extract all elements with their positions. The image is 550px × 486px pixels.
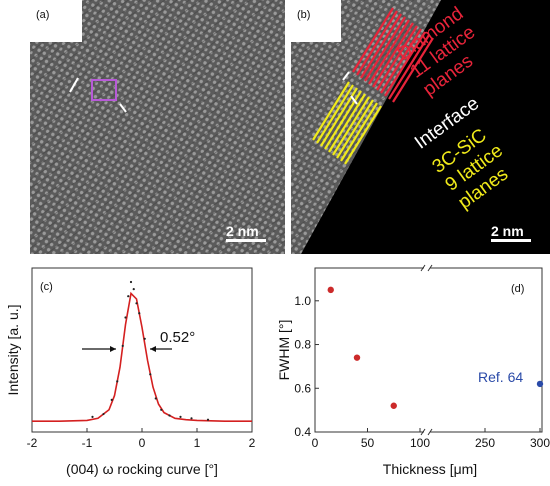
data-point [206, 418, 210, 421]
axis-break-mark [427, 428, 433, 436]
data-point [143, 337, 146, 340]
x-tick-label: 250 [475, 436, 495, 450]
data-point [353, 354, 361, 361]
x-tick-label: 0 [139, 436, 146, 450]
fwhm-arrowhead-right [150, 346, 156, 352]
x-tick-label: 1 [194, 436, 201, 450]
data-point [135, 302, 138, 305]
fwhm-scatter-chart: (d) 0.4 0.6 0.8 1.0 0 50 100 250 300 Ref. 64 FWH… [276, 264, 550, 477]
x-tick-label: 50 [361, 436, 375, 450]
x-tick-label: 0 [312, 436, 319, 450]
data-point [190, 417, 193, 420]
rocking-curve-chart: (c) -2 -1 0 1 2 0.52° Intensity [a. u.] (004… [5, 267, 256, 477]
data-point [124, 316, 127, 319]
axis-break-mark [420, 264, 426, 272]
y-tick-label: 1.0 [294, 294, 311, 308]
x-tick-label: 100 [410, 436, 430, 450]
interface-bracket-right [350, 95, 358, 105]
scale-bar [491, 239, 531, 242]
x-tick-label: -1 [82, 436, 93, 450]
data-point [536, 380, 544, 388]
data-point [179, 415, 182, 418]
data-point [102, 412, 105, 416]
axis-break-gap-bottom [424, 428, 430, 436]
y-tick-label: 0.6 [294, 381, 311, 395]
data-point [160, 408, 163, 411]
interface-bracket-right [119, 103, 127, 113]
data-point [110, 398, 113, 401]
scale-bar-label: 2 nm [226, 223, 259, 239]
x-axis-label: Thickness [μm] [383, 461, 477, 477]
data-point [149, 373, 152, 376]
panel-a-label: (a) [36, 9, 49, 21]
roi-box [91, 79, 117, 101]
hrtem-image-b: (b) Diamond 11 lattice planes Interface [291, 0, 550, 254]
axis-break-gap-top [424, 264, 430, 272]
data-point [116, 380, 119, 383]
x-tick-label: 2 [249, 436, 256, 450]
interface-bracket-left [69, 77, 79, 93]
data-point [91, 415, 94, 418]
data-point [390, 402, 397, 409]
panel-a: (a) 2 nm [30, 0, 285, 254]
plot-frame [31, 267, 253, 433]
hrtem-image-a: (a) 2 nm [30, 0, 285, 254]
panel-d-label: (d) [511, 283, 524, 295]
y-tick-label: 0.8 [294, 338, 311, 352]
x-tick-label: 300 [530, 436, 550, 450]
scale-bar-label: 2 nm [491, 223, 524, 239]
diamond-lattice-lines [352, 7, 434, 103]
panel-c: (c) -2 -1 0 1 2 0.52° Intensity [a. u.] (004… [0, 262, 275, 481]
axis-break-mark [420, 428, 426, 436]
data-point [138, 312, 141, 315]
mask-overlay [301, 0, 550, 254]
data-point [154, 397, 157, 400]
data-point [127, 295, 130, 298]
fwhm-arrowhead-left [110, 346, 116, 352]
plot-frame [314, 267, 543, 433]
data-point [121, 344, 124, 347]
y-axis-label: Intensity [a. u.] [5, 304, 21, 395]
fwhm-annotation: 0.52° [160, 329, 195, 346]
scale-bar [226, 239, 266, 242]
panel-b-label: (b) [297, 9, 310, 21]
panel-b: (b) Diamond 11 lattice planes Interface [291, 0, 550, 254]
interface-bracket-left [342, 71, 350, 81]
axis-break-mark [427, 264, 433, 272]
x-axis-label: (004) ω rocking curve [°] [66, 461, 218, 477]
y-tick-label: 0.4 [294, 425, 311, 439]
data-point [129, 280, 133, 284]
ref-annotation: Ref. 64 [478, 369, 523, 385]
y-axis-label: FWHM [°] [276, 320, 292, 381]
x-tick-label: -2 [27, 436, 38, 450]
data-point [327, 286, 334, 294]
data-point [168, 414, 171, 417]
data-point [132, 288, 135, 291]
panel-d: (d) 0.4 0.6 0.8 1.0 0 50 100 250 300 Ref. 64 FWH… [275, 262, 550, 481]
panel-c-label: (c) [40, 281, 53, 293]
fit-curve [32, 291, 252, 422]
